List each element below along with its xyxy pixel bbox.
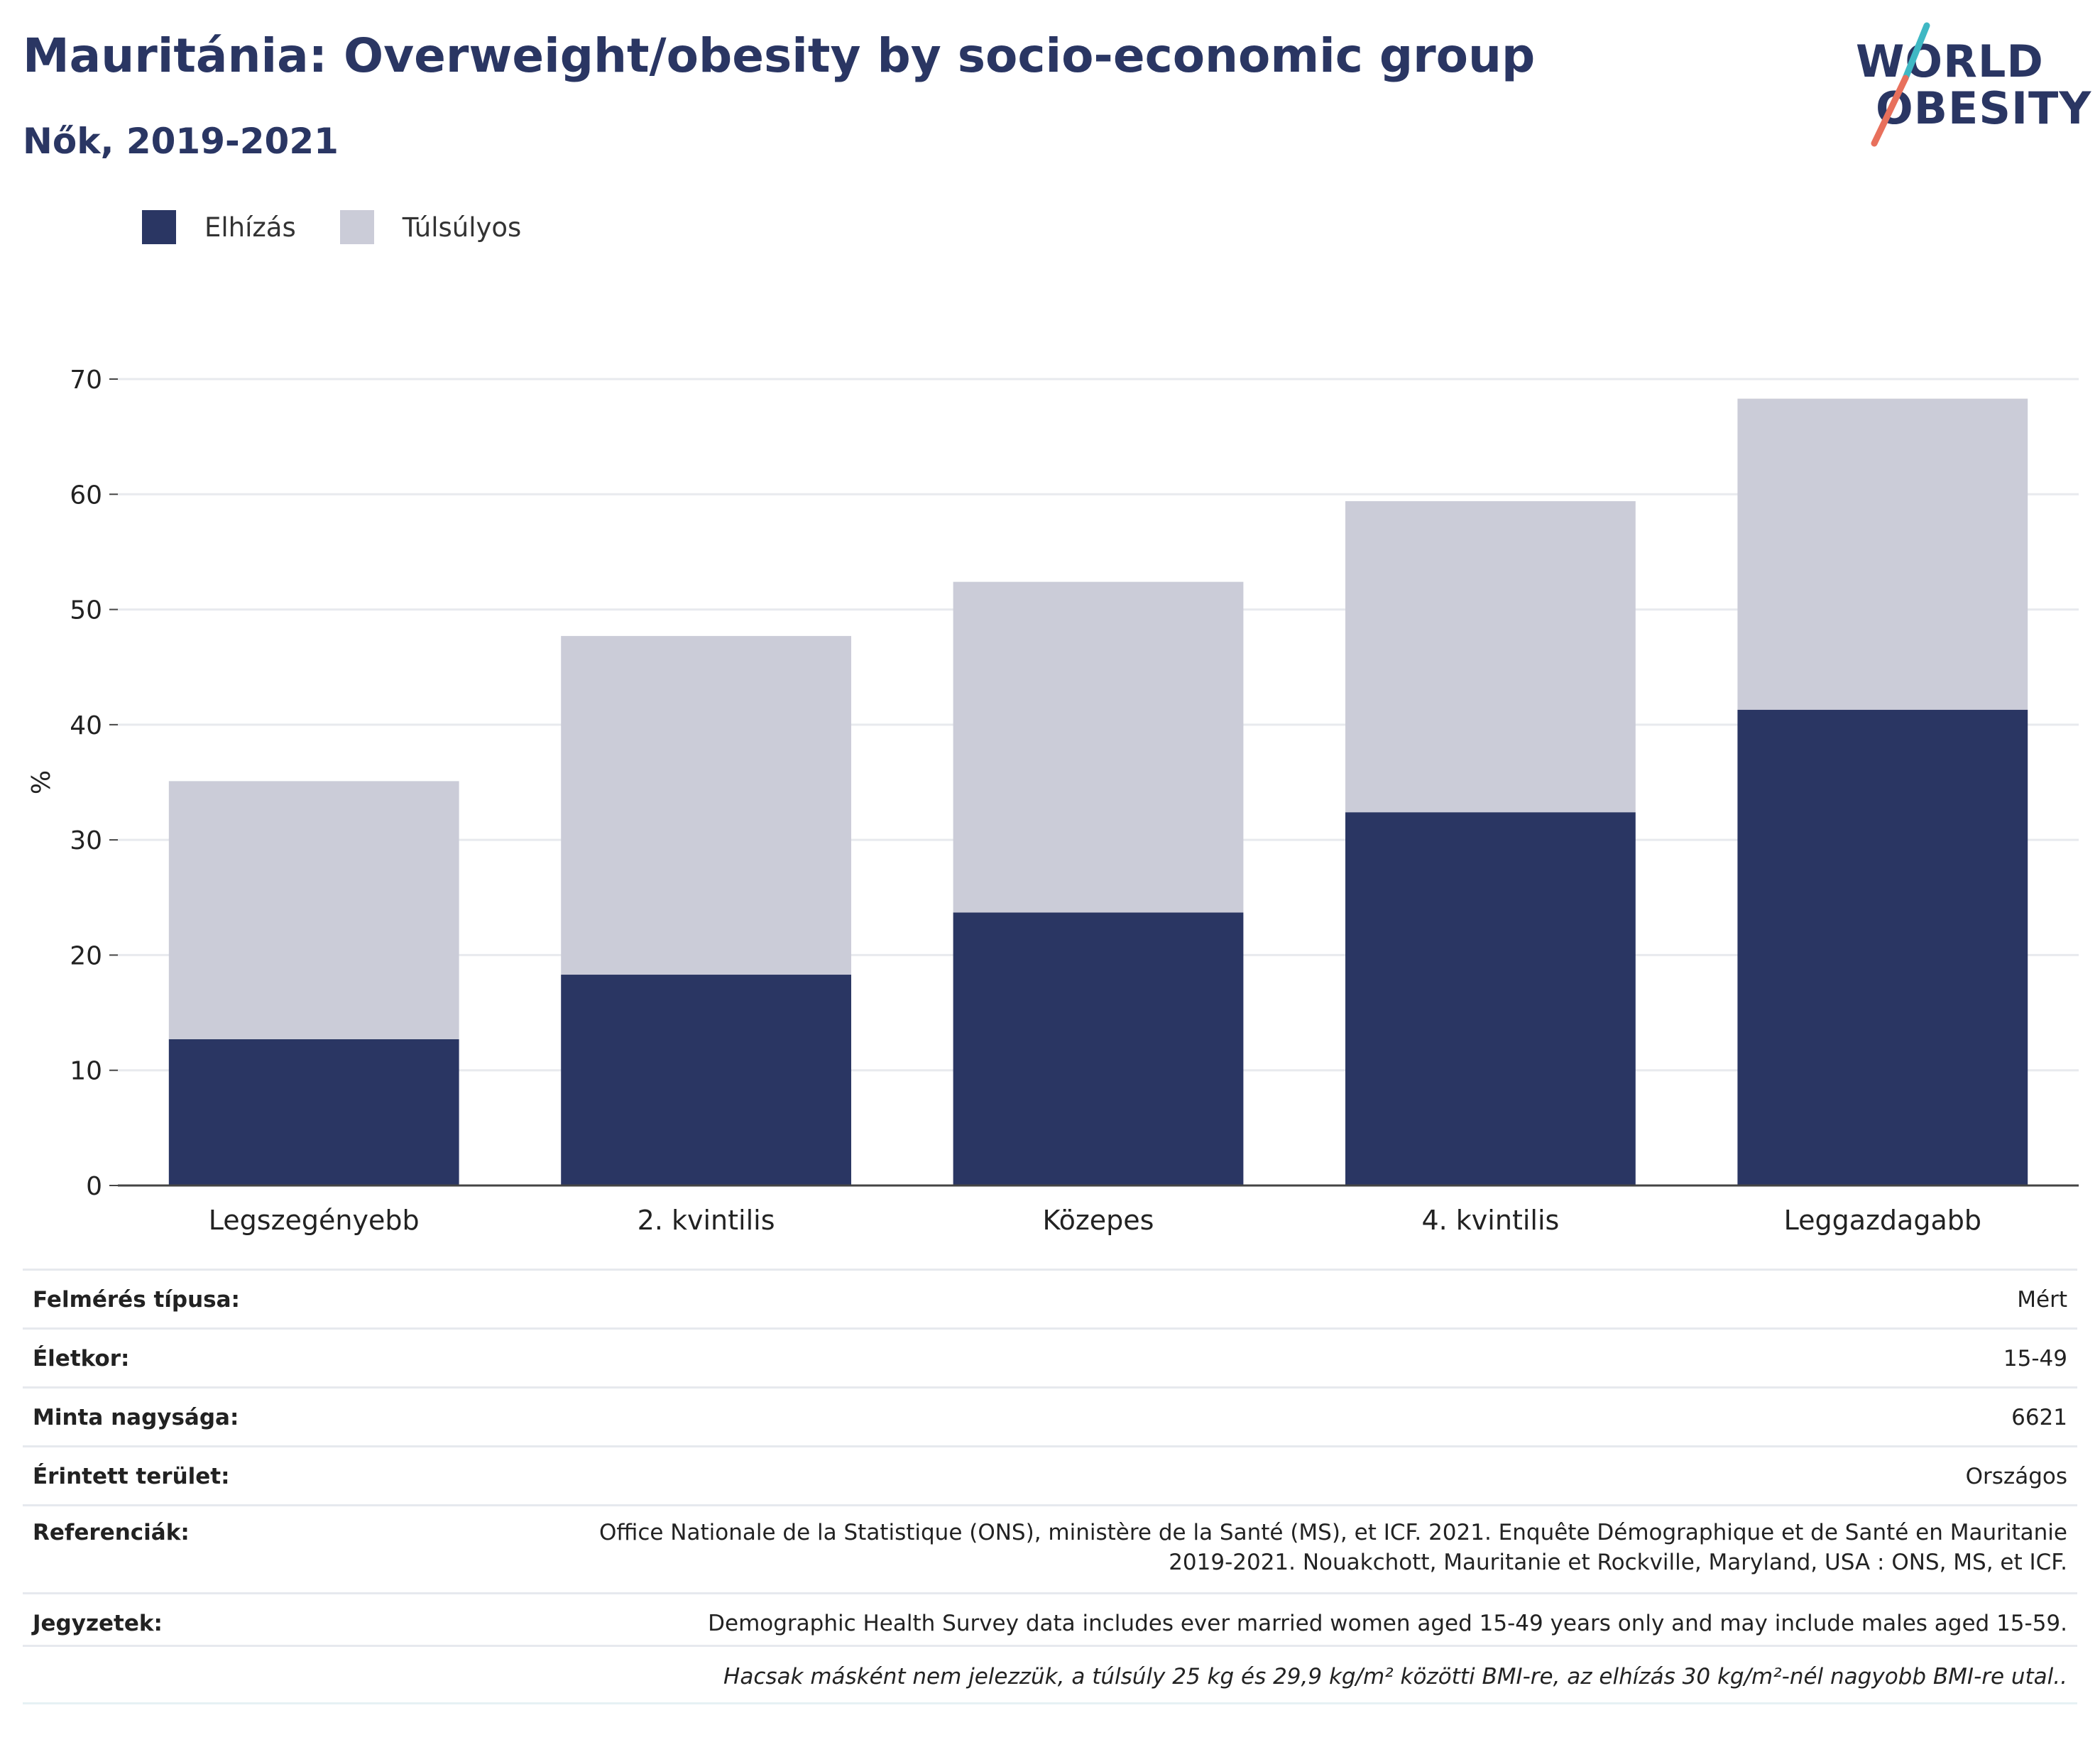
bar-overweight — [1345, 501, 1636, 813]
x-tick-label: 4. kvintilis — [1421, 1205, 1559, 1236]
info-row-notes: Jegyzetek: Demographic Health Survey dat… — [23, 1592, 2077, 1651]
x-tick-label: Közepes — [1043, 1205, 1154, 1236]
y-tick-label: 10 — [70, 1057, 102, 1086]
info-label: Minta nagysága: — [33, 1405, 239, 1430]
bar-chart: 0 10 20 30 40 50 60 70% Legszegényebb 2. kvintili… — [27, 366, 2079, 1236]
info-value: Mért — [2017, 1287, 2067, 1313]
chart-title: Mauritánia: Overweight/obesity by socio-… — [23, 28, 1536, 83]
reference-line-2: 2019-2021. Nouakchott, Mauritanie et Roc… — [1169, 1550, 2067, 1575]
legend-item-overweight: Túlsúlyos — [339, 210, 522, 244]
y-tick-label: 70 — [70, 366, 102, 395]
info-row-age: Életkor: 15-49 — [23, 1327, 2077, 1386]
bar-overweight — [561, 635, 851, 975]
y-axis-title: % — [27, 770, 56, 794]
bar-obesity — [561, 975, 851, 1185]
info-label: Életkor: — [33, 1346, 130, 1371]
y-tick-label: 0 — [86, 1172, 102, 1201]
y-tick-label: 40 — [70, 711, 102, 740]
info-value: Országos — [1965, 1464, 2067, 1489]
info-value: Office Nationale de la Statistique (ONS)… — [599, 1518, 2067, 1577]
bar-overweight — [168, 781, 459, 1039]
legend-item-obesity: Elhízás — [142, 210, 296, 244]
x-tick-label: Leggazdagabb — [1784, 1205, 1981, 1236]
world-obesity-logo: WORLD OBESITY — [1846, 20, 2091, 155]
info-value: 15-49 — [2003, 1346, 2067, 1371]
x-tick-label: Legszegényebb — [209, 1205, 420, 1236]
info-row-survey-type: Felmérés típusa: Mért — [23, 1269, 2077, 1327]
y-tick-label: 30 — [70, 826, 102, 855]
footnote: Hacsak másként nem jelezzük, a túlsúly 2… — [23, 1645, 2077, 1704]
info-value: Demographic Health Survey data includes … — [708, 1611, 2067, 1636]
bar-obesity — [168, 1039, 459, 1185]
bar-overweight — [1737, 398, 2028, 710]
info-label: Felmérés típusa: — [33, 1287, 240, 1313]
y-tick-label: 60 — [70, 481, 102, 510]
info-value: 6621 — [2011, 1405, 2067, 1430]
reference-line-1: Office Nationale de la Statistique (ONS)… — [598, 1520, 2067, 1545]
y-tick-label: 20 — [70, 941, 102, 970]
chart-legend: Elhízás Túlsúlyos — [142, 210, 565, 244]
info-table: Felmérés típusa: Mért Életkor: 15-49 Min… — [23, 1269, 2077, 1651]
bar-overweight — [953, 581, 1244, 913]
bar-obesity — [1345, 812, 1636, 1185]
legend-label-overweight: Túlsúlyos — [402, 212, 522, 243]
info-label: Referenciák: — [33, 1520, 190, 1545]
logo-slash-icon — [1871, 22, 1930, 147]
logo-line-2: OBESITY — [1876, 82, 2092, 134]
x-tick-label: 2. kvintilis — [638, 1205, 775, 1236]
chart-subtitle: Nők, 2019-2021 — [23, 121, 339, 162]
bar-obesity — [953, 912, 1244, 1185]
info-row-area: Érintett terület: Országos — [23, 1445, 2077, 1504]
y-tick-label: 50 — [70, 596, 102, 625]
legend-swatch-overweight — [339, 210, 374, 244]
bar-obesity — [1737, 709, 2028, 1185]
info-label: Jegyzetek: — [33, 1611, 163, 1636]
info-row-sample-size: Minta nagysága: 6621 — [23, 1386, 2077, 1445]
info-label: Érintett terület: — [33, 1464, 230, 1489]
legend-swatch-obesity — [142, 210, 176, 244]
info-row-references: Referenciák: Office Nationale de la Stat… — [23, 1504, 2077, 1592]
logo-line-1: WORLD — [1856, 35, 2044, 87]
legend-label-obesity: Elhízás — [204, 212, 296, 243]
